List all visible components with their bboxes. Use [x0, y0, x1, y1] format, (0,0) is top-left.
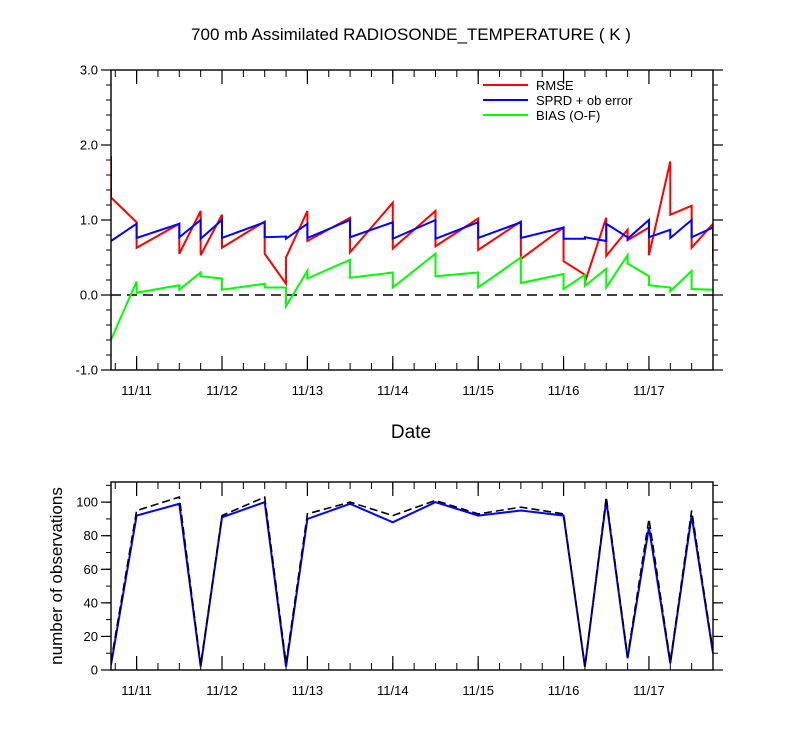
x-tick-label: 11/17	[633, 683, 665, 698]
x-tick-label: 11/14	[377, 683, 409, 698]
x-tick-label: 11/11	[121, 683, 152, 698]
x-tick-label: 11/15	[462, 683, 494, 698]
y-tick-label: 2.0	[80, 138, 98, 153]
x-tick-label: 11/11	[121, 383, 152, 398]
y-tick-label: 3.0	[80, 63, 98, 78]
legend-label: SPRD + ob error	[536, 93, 633, 108]
y-tick-label: -1.0	[76, 363, 98, 378]
chart-title: 700 mb Assimilated RADIOSONDE_TEMPERATUR…	[191, 25, 631, 44]
x-tick-label: 11/12	[206, 683, 238, 698]
y-tick-label: 40	[84, 595, 98, 610]
x-tick-label: 11/17	[633, 383, 665, 398]
y-tick-label: 0.0	[80, 288, 98, 303]
series-line-used-observations	[111, 500, 713, 667]
series-line-sprd-ob-error	[111, 217, 713, 243]
y-tick-label: 0	[91, 663, 98, 678]
y-tick-label: 80	[84, 528, 98, 543]
top-panel: 11/11 11/12 11/13 11/14 11/15 11/16 11/17 -1.0 0…	[76, 63, 723, 398]
y-tick-label: 60	[84, 562, 98, 577]
x-tick-label: 11/16	[548, 383, 580, 398]
legend-label: RMSE	[536, 78, 574, 93]
y-tick-label: 100	[76, 495, 98, 510]
x-tick-label: 11/13	[292, 383, 324, 398]
series-line-total-observations	[111, 495, 713, 667]
x-axis-title: Date	[391, 422, 431, 443]
legend-label: BIAS (O-F)	[536, 108, 600, 123]
y-tick-label: 1.0	[80, 213, 98, 228]
x-tick-label: 11/16	[548, 683, 580, 698]
x-tick-label: 11/15	[462, 383, 494, 398]
bottom-panel: 11/11 11/12 11/13 11/14 11/15 11/16 11/17 0 20 40…	[76, 481, 723, 698]
series-line-bias-o-f	[111, 251, 713, 341]
plot-frame	[110, 69, 714, 371]
plot-frame	[110, 481, 714, 671]
x-tick-label: 11/13	[292, 683, 324, 698]
x-tick-label: 11/12	[206, 383, 238, 398]
y-tick-label: 20	[84, 629, 98, 644]
y-axis-title-observations: number of observations	[47, 487, 66, 665]
x-tick-label: 11/14	[377, 383, 409, 398]
